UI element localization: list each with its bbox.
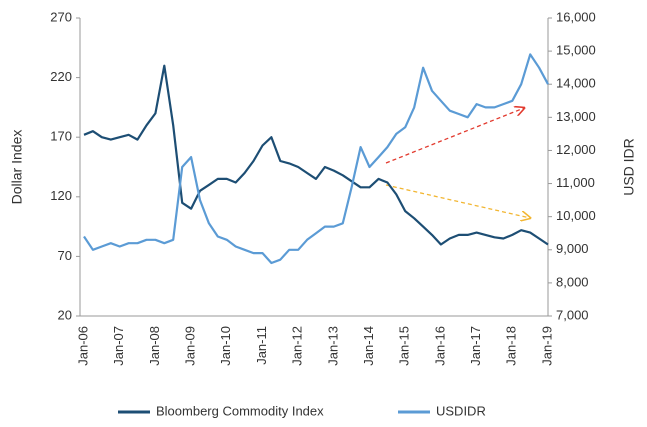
legend-label: USDIDR <box>436 403 486 418</box>
x-tick-label: Jan-10 <box>218 326 233 366</box>
series-line <box>83 64 549 246</box>
y2-tick-label: 14,000 <box>556 76 596 91</box>
x-tick-label: Jan-15 <box>397 326 412 366</box>
y2-tick-label: 11,000 <box>556 175 595 190</box>
y2-tick-label: 16,000 <box>556 9 596 24</box>
y2-tick-label: 7,000 <box>556 307 589 322</box>
trend-arrow <box>385 108 524 164</box>
y-tick-label: 270 <box>50 9 72 24</box>
y2-tick-label: 15,000 <box>556 43 596 58</box>
y-tick-label: 120 <box>50 188 72 203</box>
y-tick-label: 170 <box>50 129 72 144</box>
y2-axis-title: USD IDR <box>621 138 637 196</box>
y-axis-title: Dollar Index <box>9 130 25 205</box>
x-tick-label: Jan-07 <box>111 326 126 366</box>
y-tick-label: 220 <box>50 69 72 84</box>
legend-label: Bloomberg Commodity Index <box>156 403 324 418</box>
y-tick-label: 70 <box>58 248 72 263</box>
x-tick-label: Jan-13 <box>325 326 340 366</box>
x-tick-label: Jan-11 <box>254 326 269 365</box>
y2-tick-label: 9,000 <box>556 241 589 256</box>
y2-tick-label: 8,000 <box>556 274 589 289</box>
x-tick-label: Jan-16 <box>432 326 447 366</box>
x-tick-label: Jan-06 <box>75 326 90 366</box>
y2-tick-label: 10,000 <box>556 208 596 223</box>
x-tick-label: Jan-17 <box>468 326 483 366</box>
x-tick-label: Jan-09 <box>183 326 198 366</box>
series-line <box>83 53 549 265</box>
y-tick-label: 20 <box>58 307 72 322</box>
x-tick-label: Jan-08 <box>147 326 162 366</box>
x-tick-label: Jan-18 <box>504 326 519 366</box>
x-tick-label: Jan-19 <box>539 326 554 366</box>
x-tick-label: Jan-14 <box>361 326 376 366</box>
y2-tick-label: 12,000 <box>556 142 596 157</box>
y2-tick-label: 13,000 <box>556 109 596 124</box>
trend-arrow <box>385 184 530 218</box>
x-tick-label: Jan-12 <box>290 326 305 366</box>
